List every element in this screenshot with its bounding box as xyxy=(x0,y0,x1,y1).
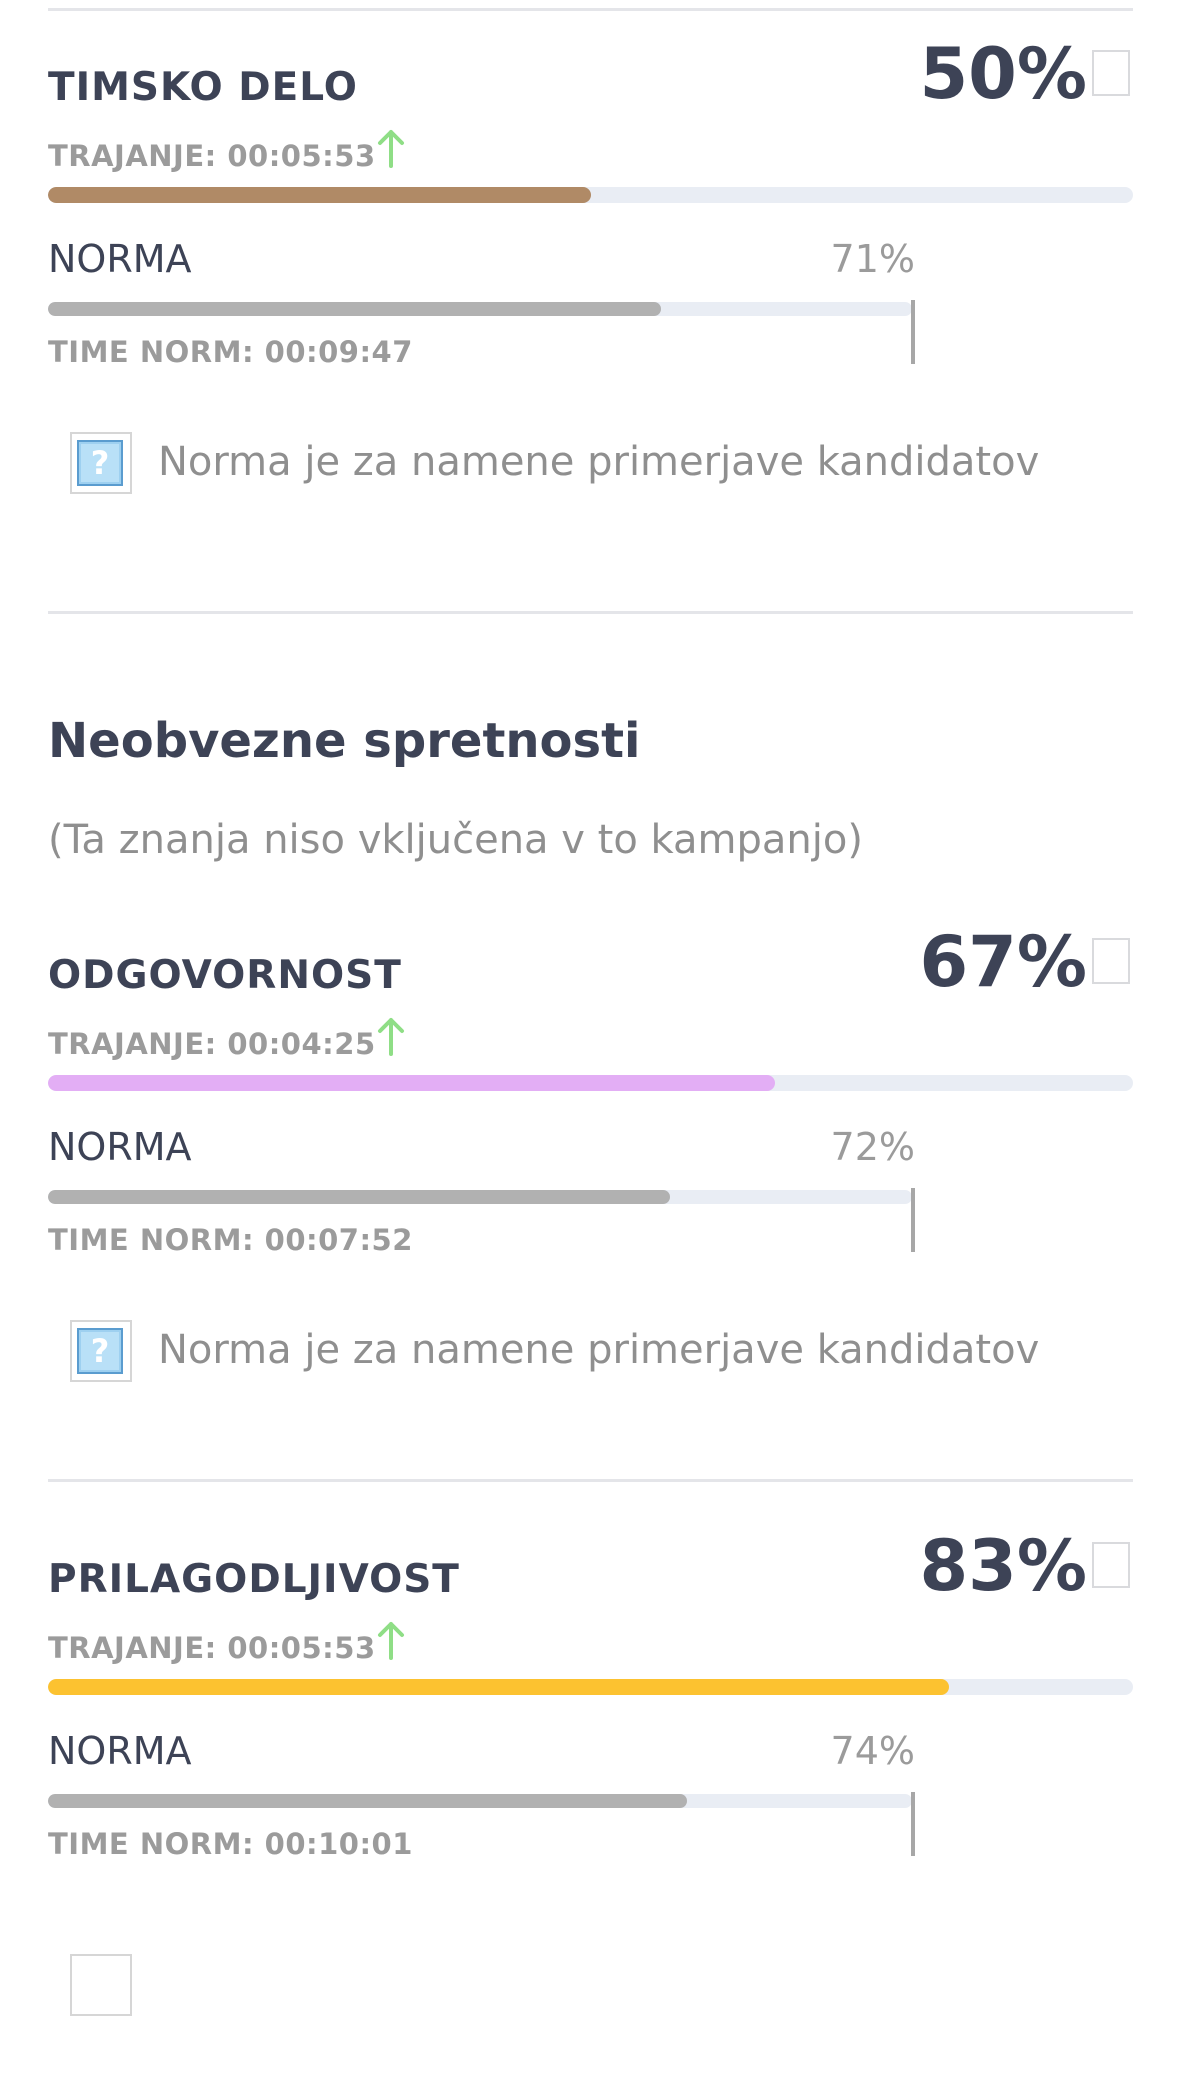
divider xyxy=(48,611,1133,614)
section-subtitle: (Ta znanja niso vključena v to kampanjo) xyxy=(48,817,863,863)
skill-card-timsko-delo: TIMSKO DELO 50% TRAJANJE: 00:05:53 NORMA… xyxy=(0,33,1179,584)
norm-progress-bar xyxy=(48,1794,912,1808)
norm-marker xyxy=(911,1188,915,1252)
help-text: Norma je za namene primerjave kandidatov xyxy=(158,439,1040,485)
svg-text:?: ? xyxy=(91,444,110,482)
help-text: Norma je za namene primerjave kandidatov xyxy=(158,1327,1040,1373)
skill-title: TIMSKO DELO xyxy=(48,65,358,110)
score-progress-fill xyxy=(48,187,591,203)
time-norm-label: TIME NORM: 00:10:01 xyxy=(48,1827,413,1861)
arrow-up-icon xyxy=(378,130,404,168)
skill-checkbox[interactable] xyxy=(1092,938,1130,984)
skill-score: 83% xyxy=(919,1525,1087,1607)
duration-label: TRAJANJE: 00:05:53 xyxy=(48,1631,376,1665)
norm-marker xyxy=(911,1792,915,1856)
norma-percent: 72% xyxy=(830,1125,915,1169)
arrow-up-icon xyxy=(378,1622,404,1660)
time-norm-label: TIME NORM: 00:09:47 xyxy=(48,335,413,369)
help-row: ? Norma je za namene primerjave kandidat… xyxy=(70,1320,1070,1384)
duration-label: TRAJANJE: 00:05:53 xyxy=(48,139,376,173)
norm-progress-fill xyxy=(48,302,662,316)
duration-label: TRAJANJE: 00:04:25 xyxy=(48,1027,376,1061)
score-progress-fill xyxy=(48,1679,949,1695)
skill-checkbox[interactable] xyxy=(1092,50,1130,96)
question-mark-icon[interactable] xyxy=(70,1954,132,2016)
page: TIMSKO DELO 50% TRAJANJE: 00:05:53 NORMA… xyxy=(0,8,1179,2016)
divider-top xyxy=(48,8,1133,11)
score-progress-bar xyxy=(48,1679,1133,1695)
norm-progress-bar xyxy=(48,302,912,316)
skill-title: ODGOVORNOST xyxy=(48,953,402,998)
norma-label: NORMA xyxy=(48,1125,192,1169)
skill-score: 67% xyxy=(919,921,1087,1003)
score-progress-bar xyxy=(48,1075,1133,1091)
score-progress-fill xyxy=(48,1075,775,1091)
skill-title: PRILAGODLJIVOST xyxy=(48,1557,460,1602)
score-progress-bar xyxy=(48,187,1133,203)
norm-marker xyxy=(911,300,915,364)
skill-checkbox[interactable] xyxy=(1092,1542,1130,1588)
norma-percent: 74% xyxy=(830,1729,915,1773)
arrow-up-icon xyxy=(378,1018,404,1056)
norma-percent: 71% xyxy=(830,237,915,281)
norm-progress-bar xyxy=(48,1190,912,1204)
question-mark-icon[interactable]: ? xyxy=(70,432,132,494)
help-row: ? Norma je za namene primerjave kandidat… xyxy=(70,432,1070,496)
svg-text:?: ? xyxy=(91,1332,110,1370)
question-mark-icon[interactable]: ? xyxy=(70,1320,132,1382)
section-title: Neobvezne spretnosti xyxy=(48,713,641,769)
skill-card-odgovornost: ODGOVORNOST 67% TRAJANJE: 00:04:25 NORMA… xyxy=(0,921,1179,1472)
norma-label: NORMA xyxy=(48,237,192,281)
help-row xyxy=(70,1954,1070,2018)
skill-score: 50% xyxy=(919,33,1087,115)
divider xyxy=(48,1479,1133,1482)
norm-progress-fill xyxy=(48,1190,671,1204)
time-norm-label: TIME NORM: 00:07:52 xyxy=(48,1223,413,1257)
skill-card-prilagodljivost: PRILAGODLJIVOST 83% TRAJANJE: 00:05:53 N… xyxy=(0,1525,1179,2076)
norma-label: NORMA xyxy=(48,1729,192,1773)
norm-progress-fill xyxy=(48,1794,688,1808)
